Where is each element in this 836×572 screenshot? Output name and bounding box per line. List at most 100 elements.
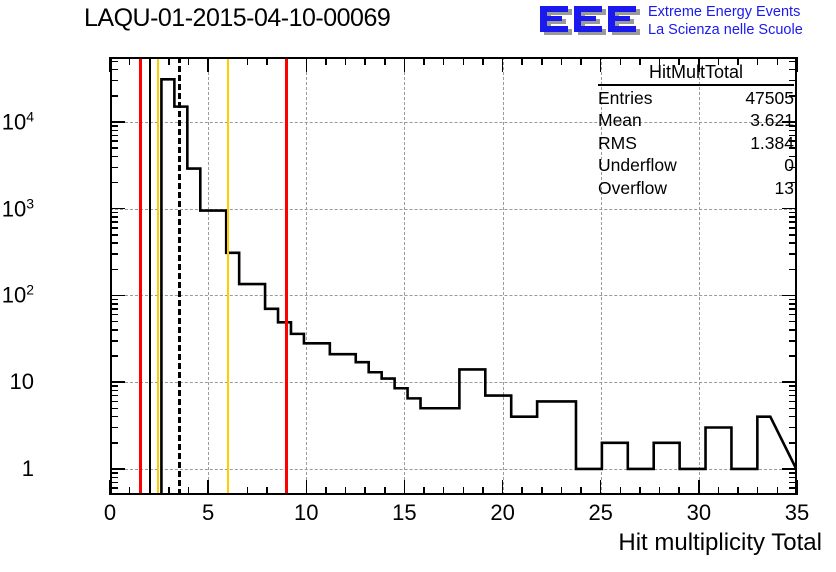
y-axis-tick xyxy=(110,129,118,132)
x-axis-tick xyxy=(128,487,131,495)
y-axis-tick xyxy=(110,207,125,210)
x-axis-tick xyxy=(482,487,484,495)
x-axis-tick xyxy=(658,57,661,65)
y-axis-tick xyxy=(789,79,797,82)
grid-line-vertical xyxy=(208,57,210,495)
y-axis-tick-label: 1 xyxy=(21,455,34,481)
x-axis-tick xyxy=(305,57,308,72)
x-axis-tick xyxy=(423,57,425,65)
x-axis-tick xyxy=(187,57,190,65)
x-axis-tick-label: 5 xyxy=(201,500,215,525)
x-axis-tick xyxy=(403,57,406,72)
y-axis-tick xyxy=(789,129,797,132)
x-axis-tick xyxy=(619,487,622,495)
y-axis-tick xyxy=(789,216,797,218)
x-axis-tick xyxy=(756,487,759,495)
x-axis-tick xyxy=(384,487,386,495)
y-axis-tick xyxy=(789,385,797,387)
x-axis-tick xyxy=(541,57,543,65)
y-axis-tick xyxy=(110,234,118,236)
x-axis-tick xyxy=(501,57,504,72)
stats-box: HitMultTotal Entries 47505 Mean 3.621 RMS 1.3… xyxy=(598,62,794,199)
y-axis-tick xyxy=(110,400,118,403)
eee-logo-mark xyxy=(540,6,640,35)
mean-dashed-line-line xyxy=(177,57,181,495)
y-axis-tick xyxy=(789,147,797,149)
y-axis-tick xyxy=(110,134,118,137)
red-threshold-low-line xyxy=(139,57,142,495)
x-axis-tick xyxy=(207,480,209,495)
stats-row-label: Entries xyxy=(598,87,653,108)
y-axis-tick xyxy=(110,407,118,410)
y-axis-tick xyxy=(110,121,125,123)
y-axis-tick xyxy=(110,481,118,484)
y-axis-tick xyxy=(789,268,797,271)
x-axis-tick xyxy=(442,487,445,495)
y-axis-tick xyxy=(110,227,118,229)
y-axis-tick xyxy=(789,426,797,429)
eee-logo: Extreme Energy Events La Scienza nelle S… xyxy=(538,2,834,42)
x-axis-tick-label: 30 xyxy=(686,500,712,525)
x-axis-tick xyxy=(423,487,425,495)
y-axis-tick xyxy=(789,140,797,142)
y-axis-tick xyxy=(110,468,125,470)
y-axis-tick xyxy=(110,308,118,310)
x-axis-tick xyxy=(482,57,484,65)
x-axis-tick xyxy=(639,487,641,495)
x-axis-tick xyxy=(658,487,661,495)
stats-row-label: Mean xyxy=(598,110,642,130)
y-axis-tick xyxy=(789,155,797,158)
stats-row-label: Underflow xyxy=(598,155,677,175)
x-axis-tick xyxy=(364,57,366,65)
stats-row: Overflow 13 xyxy=(598,176,794,199)
stats-row-value: 13 xyxy=(774,177,794,198)
stats-row-value: 1.384 xyxy=(750,132,794,153)
plot-frame xyxy=(110,57,797,495)
x-axis-tick xyxy=(639,57,641,65)
y-axis-tick xyxy=(789,320,797,323)
y-axis-tick xyxy=(789,253,797,255)
y-axis-tick xyxy=(110,125,118,127)
y-axis-tick xyxy=(110,415,118,418)
x-axis-tick-label: 25 xyxy=(588,500,613,525)
y-axis-tick xyxy=(789,442,797,444)
stats-row-value: 0 xyxy=(784,155,794,175)
x-axis-tick xyxy=(462,487,465,495)
x-axis-tick xyxy=(442,57,445,65)
y-axis-tick xyxy=(110,242,118,244)
grid-line-horizontal xyxy=(110,208,797,210)
y-axis-tick xyxy=(110,268,118,271)
y-axis-tick xyxy=(789,472,797,474)
x-axis-tick xyxy=(737,487,739,495)
red-threshold-high-line xyxy=(285,57,288,495)
stats-row: Mean 3.621 xyxy=(598,109,794,132)
y-axis-tick xyxy=(789,415,797,418)
x-axis-tick xyxy=(128,57,131,65)
y-axis-tick xyxy=(782,468,797,470)
y-axis-tick xyxy=(110,472,118,474)
y-axis-tick xyxy=(789,329,797,331)
y-axis-tick xyxy=(789,355,797,357)
y-axis-tick-label: 104 xyxy=(1,108,34,135)
x-axis-tick xyxy=(168,487,170,495)
grid-line-horizontal xyxy=(110,121,797,123)
grid-line-horizontal xyxy=(110,468,797,470)
y-axis-tick xyxy=(110,355,118,357)
x-axis-tick xyxy=(521,57,523,65)
stats-row: RMS 1.384 xyxy=(598,131,794,154)
x-axis-tick-label: 20 xyxy=(490,500,515,525)
x-axis-tick xyxy=(344,57,347,65)
y-axis-tick xyxy=(110,426,118,429)
y-axis-tick xyxy=(110,340,118,342)
y-axis-tick xyxy=(782,207,797,210)
y-axis-tick xyxy=(110,320,118,323)
y-axis-tick xyxy=(789,125,797,127)
x-axis-tick xyxy=(678,57,680,65)
x-axis-tick xyxy=(619,57,622,65)
x-axis-tick xyxy=(776,487,779,495)
x-axis-tick-label: 15 xyxy=(392,500,417,525)
grid-line-vertical xyxy=(698,57,700,495)
stats-rows: Entries 47505 Mean 3.621 RMS 1.384 Underflow 0 O… xyxy=(598,86,794,199)
x-axis-tick xyxy=(560,57,563,65)
